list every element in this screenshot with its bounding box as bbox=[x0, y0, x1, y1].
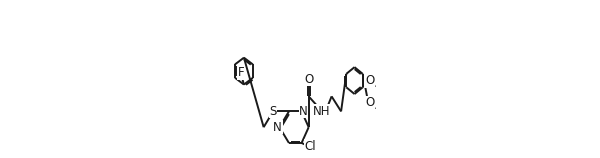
Text: N: N bbox=[299, 105, 308, 118]
Text: F: F bbox=[238, 66, 244, 79]
Text: S: S bbox=[269, 105, 277, 118]
Text: N: N bbox=[273, 121, 282, 134]
Text: O: O bbox=[365, 74, 374, 87]
Text: O: O bbox=[365, 96, 374, 109]
Text: O: O bbox=[304, 73, 313, 86]
Text: Cl: Cl bbox=[305, 140, 316, 153]
Text: NH: NH bbox=[313, 105, 331, 118]
